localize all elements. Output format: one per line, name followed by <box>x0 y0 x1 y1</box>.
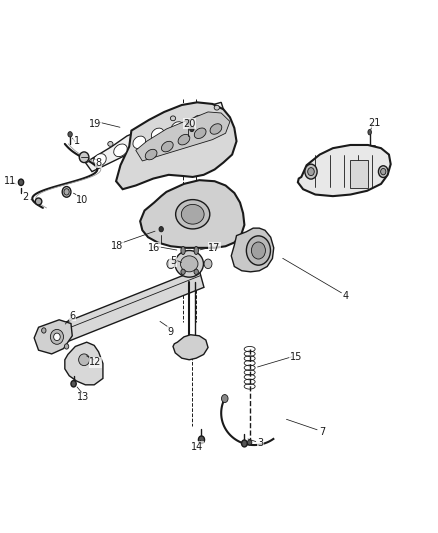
Ellipse shape <box>62 187 71 197</box>
Ellipse shape <box>305 164 317 179</box>
Text: 6: 6 <box>69 311 75 320</box>
Ellipse shape <box>79 354 89 366</box>
Ellipse shape <box>50 329 64 344</box>
Text: 20: 20 <box>183 119 195 128</box>
Ellipse shape <box>178 134 190 145</box>
Ellipse shape <box>35 198 42 205</box>
Text: 10: 10 <box>76 195 88 205</box>
Ellipse shape <box>64 344 69 349</box>
Text: 3: 3 <box>258 439 264 448</box>
Text: 21: 21 <box>368 118 381 127</box>
Ellipse shape <box>159 227 163 232</box>
Ellipse shape <box>378 166 388 177</box>
Polygon shape <box>116 102 237 189</box>
Ellipse shape <box>93 154 106 166</box>
Text: 1: 1 <box>74 136 80 146</box>
Text: 7: 7 <box>319 427 325 437</box>
Ellipse shape <box>181 246 185 255</box>
Ellipse shape <box>194 128 206 139</box>
Ellipse shape <box>145 149 157 160</box>
Ellipse shape <box>247 440 252 445</box>
Ellipse shape <box>181 269 185 274</box>
Text: 12: 12 <box>89 358 102 367</box>
Ellipse shape <box>204 259 212 269</box>
Ellipse shape <box>180 256 198 272</box>
Text: 11: 11 <box>4 176 16 186</box>
Ellipse shape <box>210 124 222 134</box>
Ellipse shape <box>214 106 219 110</box>
Ellipse shape <box>71 381 76 387</box>
Ellipse shape <box>68 132 72 137</box>
Ellipse shape <box>246 236 270 265</box>
Polygon shape <box>231 228 274 272</box>
Ellipse shape <box>108 142 113 147</box>
Text: 15: 15 <box>290 352 302 362</box>
Ellipse shape <box>114 144 127 157</box>
Ellipse shape <box>192 115 204 127</box>
Polygon shape <box>140 180 244 248</box>
Ellipse shape <box>242 440 247 447</box>
Ellipse shape <box>186 120 191 125</box>
Text: 14: 14 <box>191 442 203 451</box>
Ellipse shape <box>190 126 194 132</box>
Polygon shape <box>173 335 208 360</box>
Ellipse shape <box>151 128 164 141</box>
Polygon shape <box>65 342 103 385</box>
Ellipse shape <box>167 259 175 269</box>
Text: 8: 8 <box>95 158 102 167</box>
Ellipse shape <box>222 394 228 402</box>
Ellipse shape <box>381 168 386 175</box>
Text: 4: 4 <box>343 291 349 301</box>
Ellipse shape <box>198 436 205 443</box>
Ellipse shape <box>79 152 89 163</box>
Text: 18: 18 <box>111 241 124 251</box>
Polygon shape <box>85 102 223 172</box>
Polygon shape <box>298 145 391 196</box>
Text: 17: 17 <box>208 243 221 253</box>
Ellipse shape <box>194 269 198 274</box>
Ellipse shape <box>194 246 198 255</box>
Ellipse shape <box>54 333 60 341</box>
Ellipse shape <box>251 242 265 259</box>
Ellipse shape <box>307 167 314 176</box>
Ellipse shape <box>42 328 46 333</box>
Polygon shape <box>350 160 368 188</box>
Ellipse shape <box>181 205 204 224</box>
Ellipse shape <box>175 251 203 277</box>
Ellipse shape <box>368 130 371 135</box>
Ellipse shape <box>170 116 176 120</box>
Ellipse shape <box>64 189 69 195</box>
Ellipse shape <box>162 141 173 152</box>
Text: 2: 2 <box>22 192 28 202</box>
Polygon shape <box>61 269 204 342</box>
Polygon shape <box>136 112 230 161</box>
Ellipse shape <box>84 158 89 163</box>
Text: 13: 13 <box>77 392 89 402</box>
Text: 5: 5 <box>170 256 176 266</box>
Polygon shape <box>34 320 72 354</box>
Text: 9: 9 <box>168 327 174 336</box>
Ellipse shape <box>171 122 184 134</box>
Ellipse shape <box>176 199 210 229</box>
Text: 19: 19 <box>89 119 102 128</box>
Ellipse shape <box>133 136 146 149</box>
Ellipse shape <box>18 179 24 185</box>
Text: 16: 16 <box>148 243 160 253</box>
